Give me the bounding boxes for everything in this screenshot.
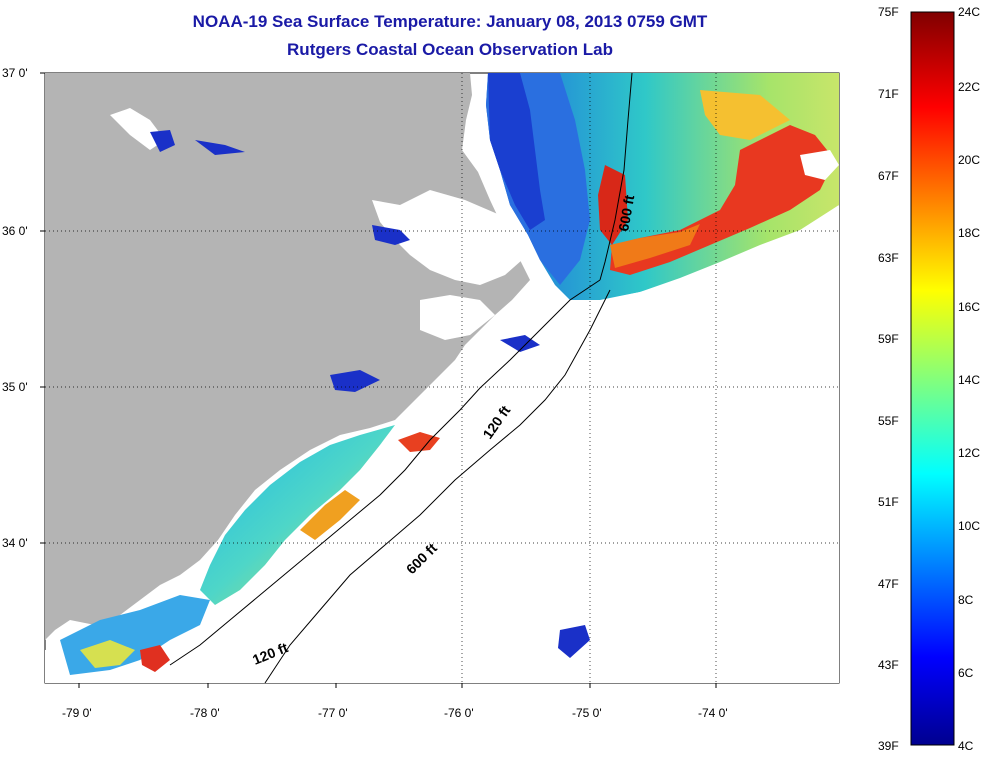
sound-area bbox=[372, 190, 522, 285]
colorbar-c-label: 14C bbox=[958, 373, 981, 387]
lon-label: -74 0' bbox=[698, 706, 728, 720]
contour-120ft bbox=[169, 279, 601, 666]
colorbar bbox=[910, 11, 955, 746]
colorbar-f-label: 55F bbox=[878, 414, 899, 428]
contour-label-600ft-north: 600 ft bbox=[615, 193, 637, 232]
lon-label: -75 0' bbox=[572, 706, 602, 720]
lon-label: -77 0' bbox=[318, 706, 348, 720]
colorbar-c-label: 18C bbox=[958, 226, 981, 240]
colorbar-f-label: 39F bbox=[878, 739, 899, 753]
colorbar-f-label: 47F bbox=[878, 577, 899, 591]
lon-label: -78 0' bbox=[190, 706, 220, 720]
colorbar-f-label: 63F bbox=[878, 251, 899, 265]
map-subtitle: Rutgers Coastal Ocean Observation Lab bbox=[287, 40, 613, 59]
sst-coastal-band bbox=[200, 425, 395, 605]
colorbar-f-label: 51F bbox=[878, 495, 899, 509]
lon-label: -76 0' bbox=[444, 706, 474, 720]
colorbar-f-label: 75F bbox=[878, 5, 899, 19]
colorbar-c-label: 20C bbox=[958, 153, 981, 167]
colorbar-f-label: 71F bbox=[878, 87, 899, 101]
colorbar-c-label: 8C bbox=[958, 593, 974, 607]
lat-label: 37 0' bbox=[2, 66, 28, 80]
colorbar-c-label: 4C bbox=[958, 739, 974, 753]
colorbar-c-label: 22C bbox=[958, 80, 981, 94]
lon-label: -79 0' bbox=[62, 706, 92, 720]
colorbar-c-label: 6C bbox=[958, 666, 974, 680]
lat-label: 36 0' bbox=[2, 224, 28, 238]
lat-label: 34 0' bbox=[2, 536, 28, 550]
colorbar-c-label: 24C bbox=[958, 5, 981, 19]
colorbar-f-label: 43F bbox=[878, 658, 899, 672]
colorbar-f-label: 67F bbox=[878, 169, 899, 183]
colorbar-c-label: 16C bbox=[958, 300, 981, 314]
map-title: NOAA-19 Sea Surface Temperature: January… bbox=[192, 12, 708, 31]
colorbar-c-label: 10C bbox=[958, 519, 981, 533]
contour-600ft-north bbox=[599, 72, 633, 281]
contour-600ft-south bbox=[264, 289, 611, 684]
colorbar-f-label: 59F bbox=[878, 332, 899, 346]
colorbar-c-label: 12C bbox=[958, 446, 981, 460]
lat-label: 35 0' bbox=[2, 380, 28, 394]
